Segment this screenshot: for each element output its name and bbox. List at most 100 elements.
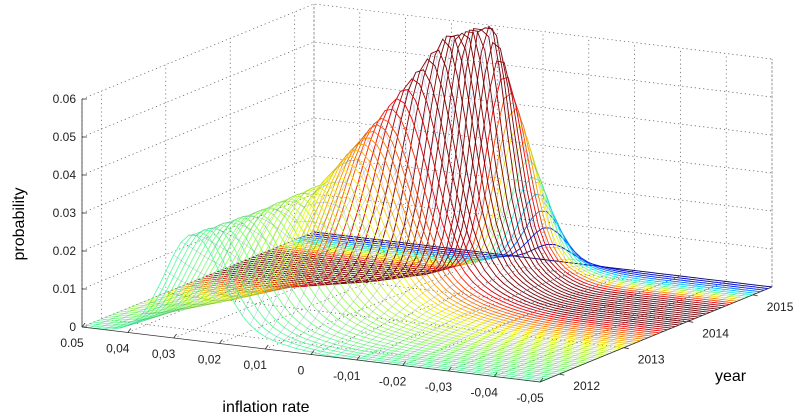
surface-col-line xyxy=(333,135,567,357)
surface-col-line xyxy=(341,189,574,358)
x-tick-mark xyxy=(539,377,544,383)
x-tick-mark xyxy=(264,344,269,350)
x-tick-mark xyxy=(310,350,315,355)
surface-row-line xyxy=(85,231,544,381)
surface-col-line xyxy=(272,88,505,341)
surface-row-line xyxy=(159,181,618,351)
surface-row-line xyxy=(221,58,680,326)
surface-col-line xyxy=(264,105,498,337)
grid-line xyxy=(100,91,560,375)
surface-col-line xyxy=(104,234,338,330)
surface-row-line xyxy=(120,210,579,367)
x-tick-mark xyxy=(356,355,361,361)
surface-col-line xyxy=(257,121,490,332)
surface-col-line xyxy=(165,241,399,298)
surface-col-line xyxy=(81,231,315,328)
surface-row-line xyxy=(209,88,668,331)
y-tick-label: 2013 xyxy=(638,353,665,367)
surface-row-line xyxy=(275,91,734,304)
surface-row-line xyxy=(244,31,703,316)
z-tick-label: 0.04 xyxy=(53,168,77,182)
surface-col-line xyxy=(120,236,353,329)
x-tick-label: 0.05 xyxy=(60,336,84,350)
z-axis-label: probability xyxy=(11,188,28,261)
surface-col-line xyxy=(509,283,742,379)
surface-row-line xyxy=(213,78,672,329)
surface-col-line xyxy=(219,208,452,283)
surface-row-line xyxy=(236,34,695,320)
surface-col-line xyxy=(486,280,719,376)
x-tick-mark xyxy=(402,361,406,366)
surface-col-line xyxy=(463,277,696,374)
surface-row-line xyxy=(302,210,761,293)
surface-row-line xyxy=(310,233,769,290)
x-tick-label: 0 xyxy=(298,364,305,378)
x-axis-label: inflation rate xyxy=(222,399,309,416)
x-tick-label: -0,03 xyxy=(425,380,453,394)
surface-row-line xyxy=(255,27,715,312)
surface-col-line xyxy=(97,233,330,329)
surface-row-line xyxy=(124,206,583,366)
surface-col-line xyxy=(158,240,391,301)
surface-row-line xyxy=(97,224,556,377)
y-tick-mark xyxy=(623,347,629,350)
surface-col-line xyxy=(295,35,528,349)
surface-row-line xyxy=(306,227,765,291)
y-tick-mark xyxy=(752,294,758,297)
surface-col-line xyxy=(417,272,651,368)
surface-col-line xyxy=(143,239,376,314)
z-tick-label: 0.05 xyxy=(53,130,77,144)
y-axis-label: year xyxy=(715,368,747,385)
x-tick-label: 0,03 xyxy=(152,347,176,361)
surface-row-line xyxy=(298,193,757,294)
surface-col-line xyxy=(280,71,513,344)
surface-col-line xyxy=(379,267,612,363)
surface-row-line xyxy=(101,222,560,375)
surface-col-line xyxy=(127,237,360,326)
surface-col-line xyxy=(242,159,475,316)
surface-col-line xyxy=(387,268,620,364)
surface-mesh xyxy=(81,25,773,383)
surface-col-line xyxy=(516,284,750,380)
y-tick-label: 2014 xyxy=(702,326,729,340)
surface-col-line xyxy=(425,273,658,369)
surface-col-line xyxy=(371,265,605,363)
z-tick-label: 0.06 xyxy=(53,92,77,106)
grid-line xyxy=(165,64,624,349)
x-tick-label: -0,01 xyxy=(333,369,361,383)
surface-col-line xyxy=(318,28,551,355)
surface-col-line xyxy=(310,25,544,353)
surface-row-line xyxy=(147,189,606,356)
surface-col-line xyxy=(394,269,628,365)
surface-col-line xyxy=(303,28,536,351)
z-tick-label: 0 xyxy=(69,320,76,334)
surface-row-line xyxy=(109,217,568,372)
surface-col-line xyxy=(410,271,643,367)
surface-col-line xyxy=(432,273,666,370)
x-tick-label: -0,04 xyxy=(471,386,499,400)
surface-col-line xyxy=(364,259,597,362)
x-tick-label: 0,04 xyxy=(106,342,130,356)
surface-row-line xyxy=(132,201,591,362)
surface-col-line xyxy=(211,215,444,284)
surface-row-line xyxy=(252,28,711,313)
surface-col-line xyxy=(249,138,483,326)
x-tick-mark xyxy=(173,333,177,339)
surface-col-line xyxy=(501,282,734,378)
surface-col-line xyxy=(135,238,368,322)
surface-row-line xyxy=(283,124,742,301)
surface-col-line xyxy=(532,285,765,382)
surface-row-line xyxy=(155,183,614,353)
surface-col-line xyxy=(356,247,590,361)
x-tick-label: 0,01 xyxy=(244,358,268,372)
x-tick-label: -0,05 xyxy=(516,391,544,405)
surface-col-line xyxy=(196,228,429,286)
grid-line xyxy=(539,59,773,383)
surface-col-line xyxy=(478,279,712,375)
surface-row-line xyxy=(93,226,552,378)
surface-row-line xyxy=(290,158,749,297)
surface-col-line xyxy=(349,225,582,360)
surface-col-line xyxy=(287,53,521,347)
surface-row-line xyxy=(232,35,691,321)
x-tick-label: -0,02 xyxy=(379,375,407,389)
